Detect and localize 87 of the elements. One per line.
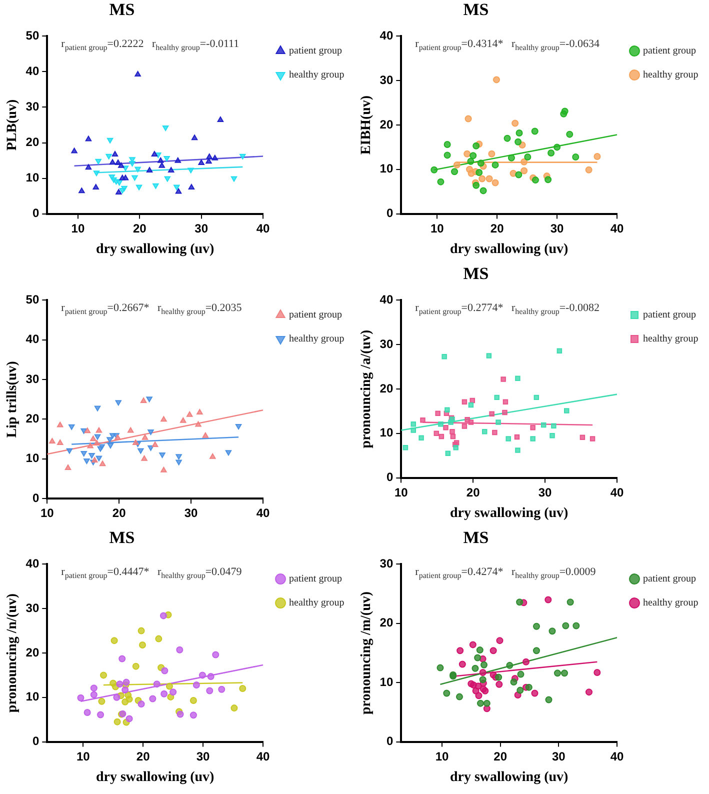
y-tick-label: 30	[380, 336, 394, 351]
annotation: r$_{patient group}$=0.4274* r$_{healthy group}$=0.0009	[415, 566, 596, 580]
chart-title: MS	[462, 264, 490, 285]
x-tick-label: 40	[610, 749, 624, 764]
x-tick-label: 40	[610, 221, 624, 236]
x-tick-label: 30	[194, 221, 208, 236]
y-tick-label: 0	[32, 206, 40, 220]
y-axis-title: pronouncing /m/(uv)	[359, 591, 374, 715]
y-tick-label: 40	[26, 64, 40, 78]
x-tick-label: 20	[132, 221, 147, 236]
x-tick-label: 10	[430, 221, 444, 236]
y-tick-label: 40	[380, 292, 394, 307]
x-tick-label: 30	[550, 221, 564, 236]
legend-label: healthy group	[643, 598, 698, 609]
legend-label: patient group	[643, 310, 696, 321]
x-tick-label: 30	[552, 749, 566, 764]
x-tick-label: 10	[435, 749, 449, 764]
y-tick-label: 0	[32, 734, 40, 748]
annotation: r$_{patient group}$=0.2667* r$_{healthy group}$=0.2035	[61, 302, 242, 316]
y-tick-label: 30	[380, 72, 394, 87]
x-tick-label: 40	[610, 485, 624, 500]
legend-label: patient group	[289, 46, 342, 57]
annotation: r$_{patient group}$=0.4314* r$_{healthy group}$=-0.0634	[415, 38, 600, 52]
y-tick-label: 0	[32, 490, 40, 505]
y-tick-label: 50	[26, 28, 40, 43]
y-tick-label: 20	[26, 645, 40, 660]
y-tick-label: 30	[26, 600, 40, 615]
chart-title: MS	[462, 528, 490, 549]
y-tick-label: 20	[380, 117, 394, 132]
y-tick-label: 10	[26, 690, 40, 704]
x-axis-title: dry swallowing (uv)	[96, 770, 215, 786]
y-axis-title: PLB(uv)	[5, 98, 20, 151]
y-tick-label: 10	[26, 170, 40, 185]
x-tick-label: 40	[256, 221, 270, 236]
x-tick-label: 20	[490, 221, 504, 236]
legend-label: healthy group	[643, 334, 698, 345]
x-axis-title: dry swallowing (uv)	[450, 242, 569, 258]
chart-title: MS	[108, 0, 136, 21]
x-axis-title: dry swallowing (uv)	[450, 770, 569, 786]
x-tick-label: 40	[256, 749, 270, 764]
y-axis-title: pronouncing /a/(uv)	[359, 329, 374, 448]
legend-label: patient group	[643, 46, 696, 57]
x-tick-label: 30	[538, 485, 552, 500]
y-tick-label: 10	[380, 674, 394, 689]
annotation: r$_{patient group}$=0.2774* r$_{healthy group}$=-0.0082	[415, 302, 600, 316]
chart-title: MS	[462, 0, 490, 21]
annotation: r$_{patient group}$=0.2222 r$_{healthy group}$=-0.0111	[61, 38, 240, 52]
legend-label: patient group	[289, 310, 342, 321]
y-axis-title: EIBH(uv)	[359, 95, 374, 155]
y-tick-label: 20	[380, 381, 394, 396]
legend-label: patient group	[643, 574, 696, 585]
x-tick-label: 10	[76, 749, 90, 764]
legend-label: patient group	[289, 574, 342, 585]
y-tick-label: 40	[380, 28, 394, 43]
y-tick-label: 50	[26, 292, 40, 307]
x-axis-title: dry swallowing (uv)	[96, 242, 215, 258]
y-axis-title: Lip trills(uv)	[5, 360, 20, 438]
y-tick-label: 10	[26, 451, 40, 466]
y-tick-label: 0	[386, 470, 394, 484]
y-tick-label: 30	[26, 372, 40, 386]
x-axis-title: dry swallowing (uv)	[450, 506, 569, 522]
y-tick-label: 20	[380, 616, 394, 630]
legend-label: healthy group	[289, 598, 344, 609]
x-tick-label: 30	[184, 506, 198, 520]
y-tick-label: 30	[380, 556, 394, 571]
y-tick-label: 40	[26, 556, 40, 571]
x-tick-label: 30	[196, 749, 210, 764]
y-tick-label: 0	[386, 734, 394, 748]
legend-label: healthy group	[289, 334, 344, 345]
x-tick-label: 20	[466, 485, 480, 500]
y-tick-label: 20	[26, 135, 40, 150]
chart-title: MS	[108, 528, 136, 549]
x-tick-label: 10	[71, 221, 85, 236]
legend-label: healthy group	[643, 70, 698, 81]
x-tick-label: 20	[112, 506, 126, 520]
y-tick-label: 20	[26, 412, 40, 426]
y-axis-title: pronouncing /n/(uv)	[5, 593, 20, 713]
annotation: r$_{patient group}$=0.4447* r$_{healthy group}$=0.0479	[61, 566, 242, 580]
x-tick-label: 20	[494, 749, 508, 764]
y-tick-label: 10	[380, 426, 394, 440]
x-tick-label: 40	[256, 506, 270, 520]
y-tick-label: 10	[380, 162, 394, 176]
y-tick-label: 40	[26, 332, 40, 346]
x-tick-label: 20	[136, 749, 150, 764]
y-tick-label: 30	[26, 100, 40, 114]
y-tick-label: 0	[386, 206, 394, 220]
legend-label: healthy group	[289, 70, 344, 81]
